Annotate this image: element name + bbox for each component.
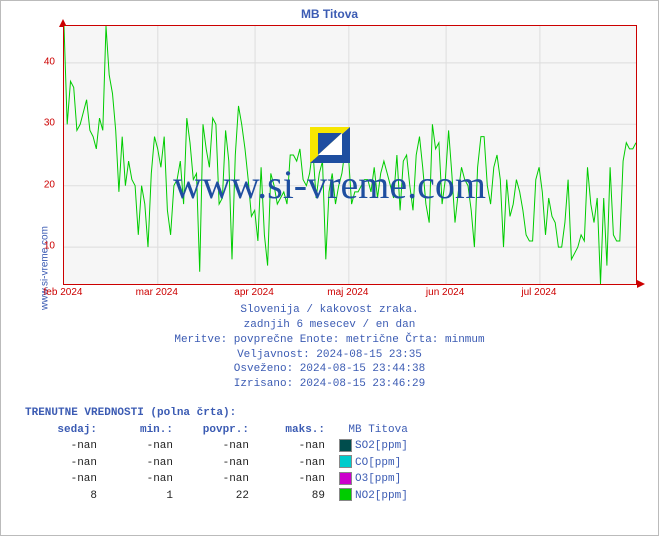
info-line-3: Meritve: povprečne Enote: metrične Črta:… bbox=[1, 333, 658, 348]
table-row: 812289 NO2[ppm] bbox=[25, 488, 412, 505]
table-row: -nan-nan-nan-nanO3[ppm] bbox=[25, 471, 412, 488]
param-name: NO2[ppm] bbox=[355, 490, 408, 502]
y-tick-label: 10 bbox=[1, 241, 59, 252]
x-tick-label: apr 2024 bbox=[234, 287, 273, 298]
values-header: TRENUTNE VREDNOSTI (polna črta): bbox=[25, 405, 412, 422]
x-tick-label: maj 2024 bbox=[327, 287, 368, 298]
color-swatch-icon bbox=[339, 439, 352, 452]
col-sedaj: sedaj: bbox=[25, 422, 101, 439]
x-tick-label: jul 2024 bbox=[521, 287, 556, 298]
info-block: Slovenija / kakovost zraka. zadnjih 6 me… bbox=[1, 303, 658, 392]
station-label: MB Titova bbox=[348, 424, 407, 436]
x-tick-label: jun 2024 bbox=[426, 287, 464, 298]
param-cell: SO2[ppm] bbox=[329, 438, 412, 455]
info-line-5: Osveženo: 2024-08-15 23:44:38 bbox=[1, 362, 658, 377]
color-swatch-icon bbox=[339, 488, 352, 501]
table-row: -nan-nan-nan-nanCO[ppm] bbox=[25, 455, 412, 472]
param-cell: CO[ppm] bbox=[329, 455, 412, 472]
value-cell: -nan bbox=[177, 438, 253, 455]
x-axis-arrow-icon bbox=[637, 280, 645, 288]
values-table: sedaj: min.: povpr.: maks.: MB Titova -n… bbox=[25, 422, 412, 505]
gridlines bbox=[64, 26, 636, 284]
value-cell: -nan bbox=[25, 455, 101, 472]
value-cell: -nan bbox=[101, 455, 177, 472]
col-min: min.: bbox=[101, 422, 177, 439]
param-cell: NO2[ppm] bbox=[329, 488, 412, 505]
value-cell: 22 bbox=[177, 488, 253, 505]
plot-area bbox=[63, 25, 637, 285]
plot-svg bbox=[64, 26, 636, 284]
param-name: SO2[ppm] bbox=[355, 440, 408, 452]
param-name: O3[ppm] bbox=[355, 473, 401, 485]
value-cell: -nan bbox=[101, 438, 177, 455]
value-cell: -nan bbox=[25, 438, 101, 455]
chart-container: www.si-vreme.com MB Titova 10203040 feb … bbox=[0, 0, 659, 536]
param-cell: O3[ppm] bbox=[329, 471, 412, 488]
info-line-2: zadnjih 6 mesecev / en dan bbox=[1, 318, 658, 333]
param-name: CO[ppm] bbox=[355, 457, 401, 469]
value-cell: -nan bbox=[253, 471, 329, 488]
value-cell: -nan bbox=[253, 438, 329, 455]
y-tick-label: 20 bbox=[1, 179, 59, 190]
value-cell: -nan bbox=[177, 455, 253, 472]
col-maks: maks.: bbox=[253, 422, 329, 439]
value-cell: -nan bbox=[25, 471, 101, 488]
table-row: -nan-nan-nan-nanSO2[ppm] bbox=[25, 438, 412, 455]
series-line bbox=[64, 26, 636, 284]
x-tick-label: feb 2024 bbox=[44, 287, 83, 298]
x-tick-label: mar 2024 bbox=[136, 287, 178, 298]
values-section: TRENUTNE VREDNOSTI (polna črta): sedaj: … bbox=[25, 405, 412, 504]
chart-title: MB Titova bbox=[1, 7, 658, 21]
info-line-4: Veljavnost: 2024-08-15 23:35 bbox=[1, 348, 658, 363]
col-station: MB Titova bbox=[329, 422, 412, 439]
values-header-row: sedaj: min.: povpr.: maks.: MB Titova bbox=[25, 422, 412, 439]
value-cell: 8 bbox=[25, 488, 101, 505]
value-cell: -nan bbox=[253, 455, 329, 472]
color-swatch-icon bbox=[339, 472, 352, 485]
info-line-6: Izrisano: 2024-08-15 23:46:29 bbox=[1, 377, 658, 392]
y-tick-label: 40 bbox=[1, 56, 59, 67]
color-swatch-icon bbox=[339, 455, 352, 468]
value-cell: -nan bbox=[101, 471, 177, 488]
col-povpr: povpr.: bbox=[177, 422, 253, 439]
value-cell: 1 bbox=[101, 488, 177, 505]
value-cell: -nan bbox=[177, 471, 253, 488]
y-tick-label: 30 bbox=[1, 118, 59, 129]
info-line-1: Slovenija / kakovost zraka. bbox=[1, 303, 658, 318]
value-cell: 89 bbox=[253, 488, 329, 505]
